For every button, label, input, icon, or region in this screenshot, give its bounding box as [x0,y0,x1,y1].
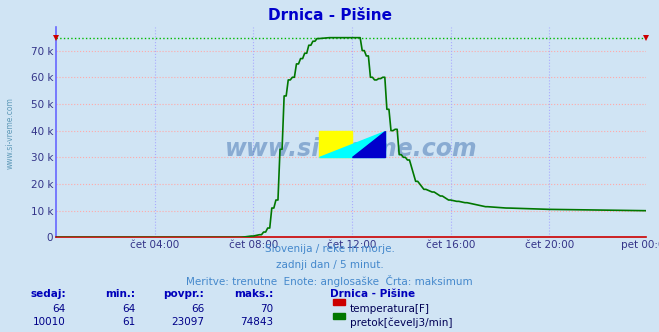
Text: 70: 70 [260,304,273,314]
Text: Slovenija / reke in morje.: Slovenija / reke in morje. [264,244,395,254]
Text: sedaj:: sedaj: [30,289,66,299]
Bar [319,130,352,157]
Text: 64: 64 [122,304,135,314]
Text: Meritve: trenutne  Enote: anglosaške  Črta: maksimum: Meritve: trenutne Enote: anglosaške Črta… [186,275,473,287]
Text: 64: 64 [53,304,66,314]
Text: min.:: min.: [105,289,135,299]
Text: www.si-vreme.com: www.si-vreme.com [225,137,477,161]
Polygon shape [352,130,385,157]
Text: zadnji dan / 5 minut.: zadnji dan / 5 minut. [275,260,384,270]
Text: temperatura[F]: temperatura[F] [350,304,430,314]
Text: Drnica - Pišine: Drnica - Pišine [330,289,415,299]
Text: 61: 61 [122,317,135,327]
Text: 66: 66 [191,304,204,314]
Text: pretok[čevelj3/min]: pretok[čevelj3/min] [350,317,453,328]
Text: 23097: 23097 [171,317,204,327]
Text: 10010: 10010 [33,317,66,327]
Text: Drnica - Pišine: Drnica - Pišine [268,8,391,23]
Text: maks.:: maks.: [234,289,273,299]
Polygon shape [319,130,385,157]
Text: povpr.:: povpr.: [163,289,204,299]
Text: www.si-vreme.com: www.si-vreme.com [5,97,14,169]
Text: 74843: 74843 [241,317,273,327]
